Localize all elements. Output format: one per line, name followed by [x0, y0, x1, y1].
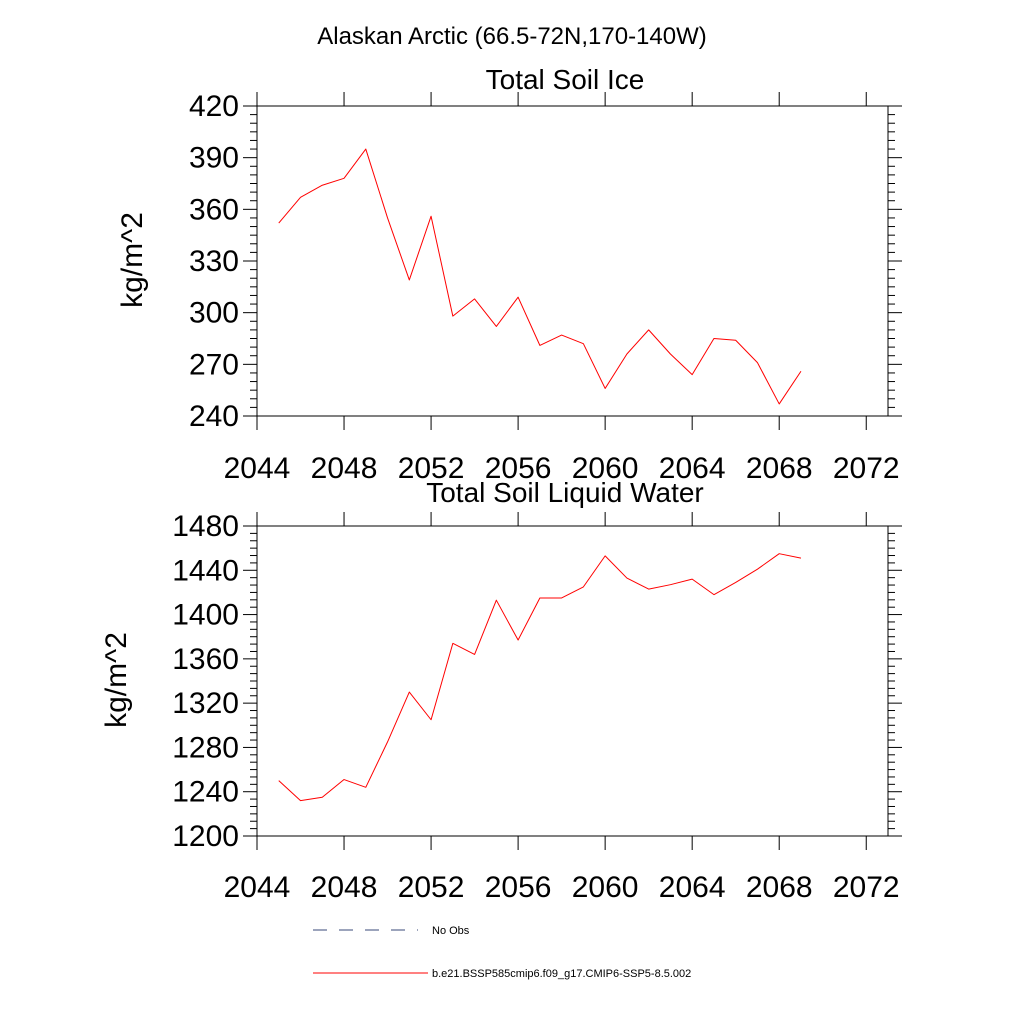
y-axis-label: kg/m^2	[100, 632, 133, 728]
y-tick-label: 1440	[172, 554, 239, 587]
y-tick-label: 330	[189, 245, 239, 278]
panel-soil-liquid-water: Total Soil Liquid Water kg/m^2 2044 2048 2…	[100, 477, 902, 904]
x-tick-label: 2060	[572, 871, 639, 904]
x-tick-label: 2056	[485, 452, 552, 485]
y-tick-label: 1320	[172, 687, 239, 720]
x-tick-label: 2048	[311, 452, 378, 485]
x-tick-label: 2056	[485, 871, 552, 904]
x-tick-label: 2064	[659, 452, 726, 485]
tick-label-layer: 2044 2048 2052 2056 2060 2064 2068 2072 1200 1240…	[172, 510, 899, 904]
x-tick-label: 2064	[659, 871, 726, 904]
legend: No Obs b.e21.BSSP585cmip6.f09_g17.CMIP6-…	[313, 925, 691, 980]
y-tick-label: 300	[189, 297, 239, 330]
series-layer	[278, 148, 802, 405]
x-tick-label: 2072	[833, 452, 900, 485]
tick-label-layer: 2044 2048 2052 2056 2060 2064 2068 2072 240 270 30…	[189, 90, 900, 485]
x-tick-label: 2068	[746, 452, 813, 485]
y-axis-label: kg/m^2	[116, 212, 149, 308]
y-tick-label: 1200	[172, 820, 239, 853]
panel-title: Total Soil Liquid Water	[426, 477, 704, 508]
figure-title: Alaskan Arctic (66.5-72N,170-140W)	[317, 23, 707, 50]
legend-label-no-obs: No Obs	[432, 925, 470, 937]
legend-label-model: b.e21.BSSP585cmip6.f09_g17.CMIP6-SSP5-8.…	[432, 968, 691, 980]
x-tick-label: 2052	[398, 871, 465, 904]
x-tick-label: 2052	[398, 452, 465, 485]
series-line	[278, 553, 802, 802]
y-tick-label: 390	[189, 142, 239, 175]
y-tick-label: 1360	[172, 643, 239, 676]
y-tick-label: 420	[189, 90, 239, 123]
axes-layer	[243, 92, 902, 430]
series-layer	[278, 553, 802, 802]
y-tick-label: 1400	[172, 599, 239, 632]
panel-soil-ice: Total Soil Ice kg/m^2 2044 2048 2052 2056 20…	[116, 64, 902, 485]
y-tick-label: 360	[189, 193, 239, 226]
y-tick-label: 1240	[172, 776, 239, 809]
y-tick-label: 240	[189, 400, 239, 433]
y-tick-label: 270	[189, 348, 239, 381]
x-tick-label: 2044	[224, 452, 291, 485]
x-tick-label: 2044	[224, 871, 291, 904]
panel-title: Total Soil Ice	[486, 64, 645, 95]
y-tick-label: 1280	[172, 731, 239, 764]
x-tick-label: 2068	[746, 871, 813, 904]
x-tick-label: 2060	[572, 452, 639, 485]
x-tick-label: 2048	[311, 871, 378, 904]
y-tick-label: 1480	[172, 510, 239, 543]
x-tick-label: 2072	[833, 871, 900, 904]
axes-layer	[243, 512, 902, 850]
series-line	[278, 148, 802, 405]
